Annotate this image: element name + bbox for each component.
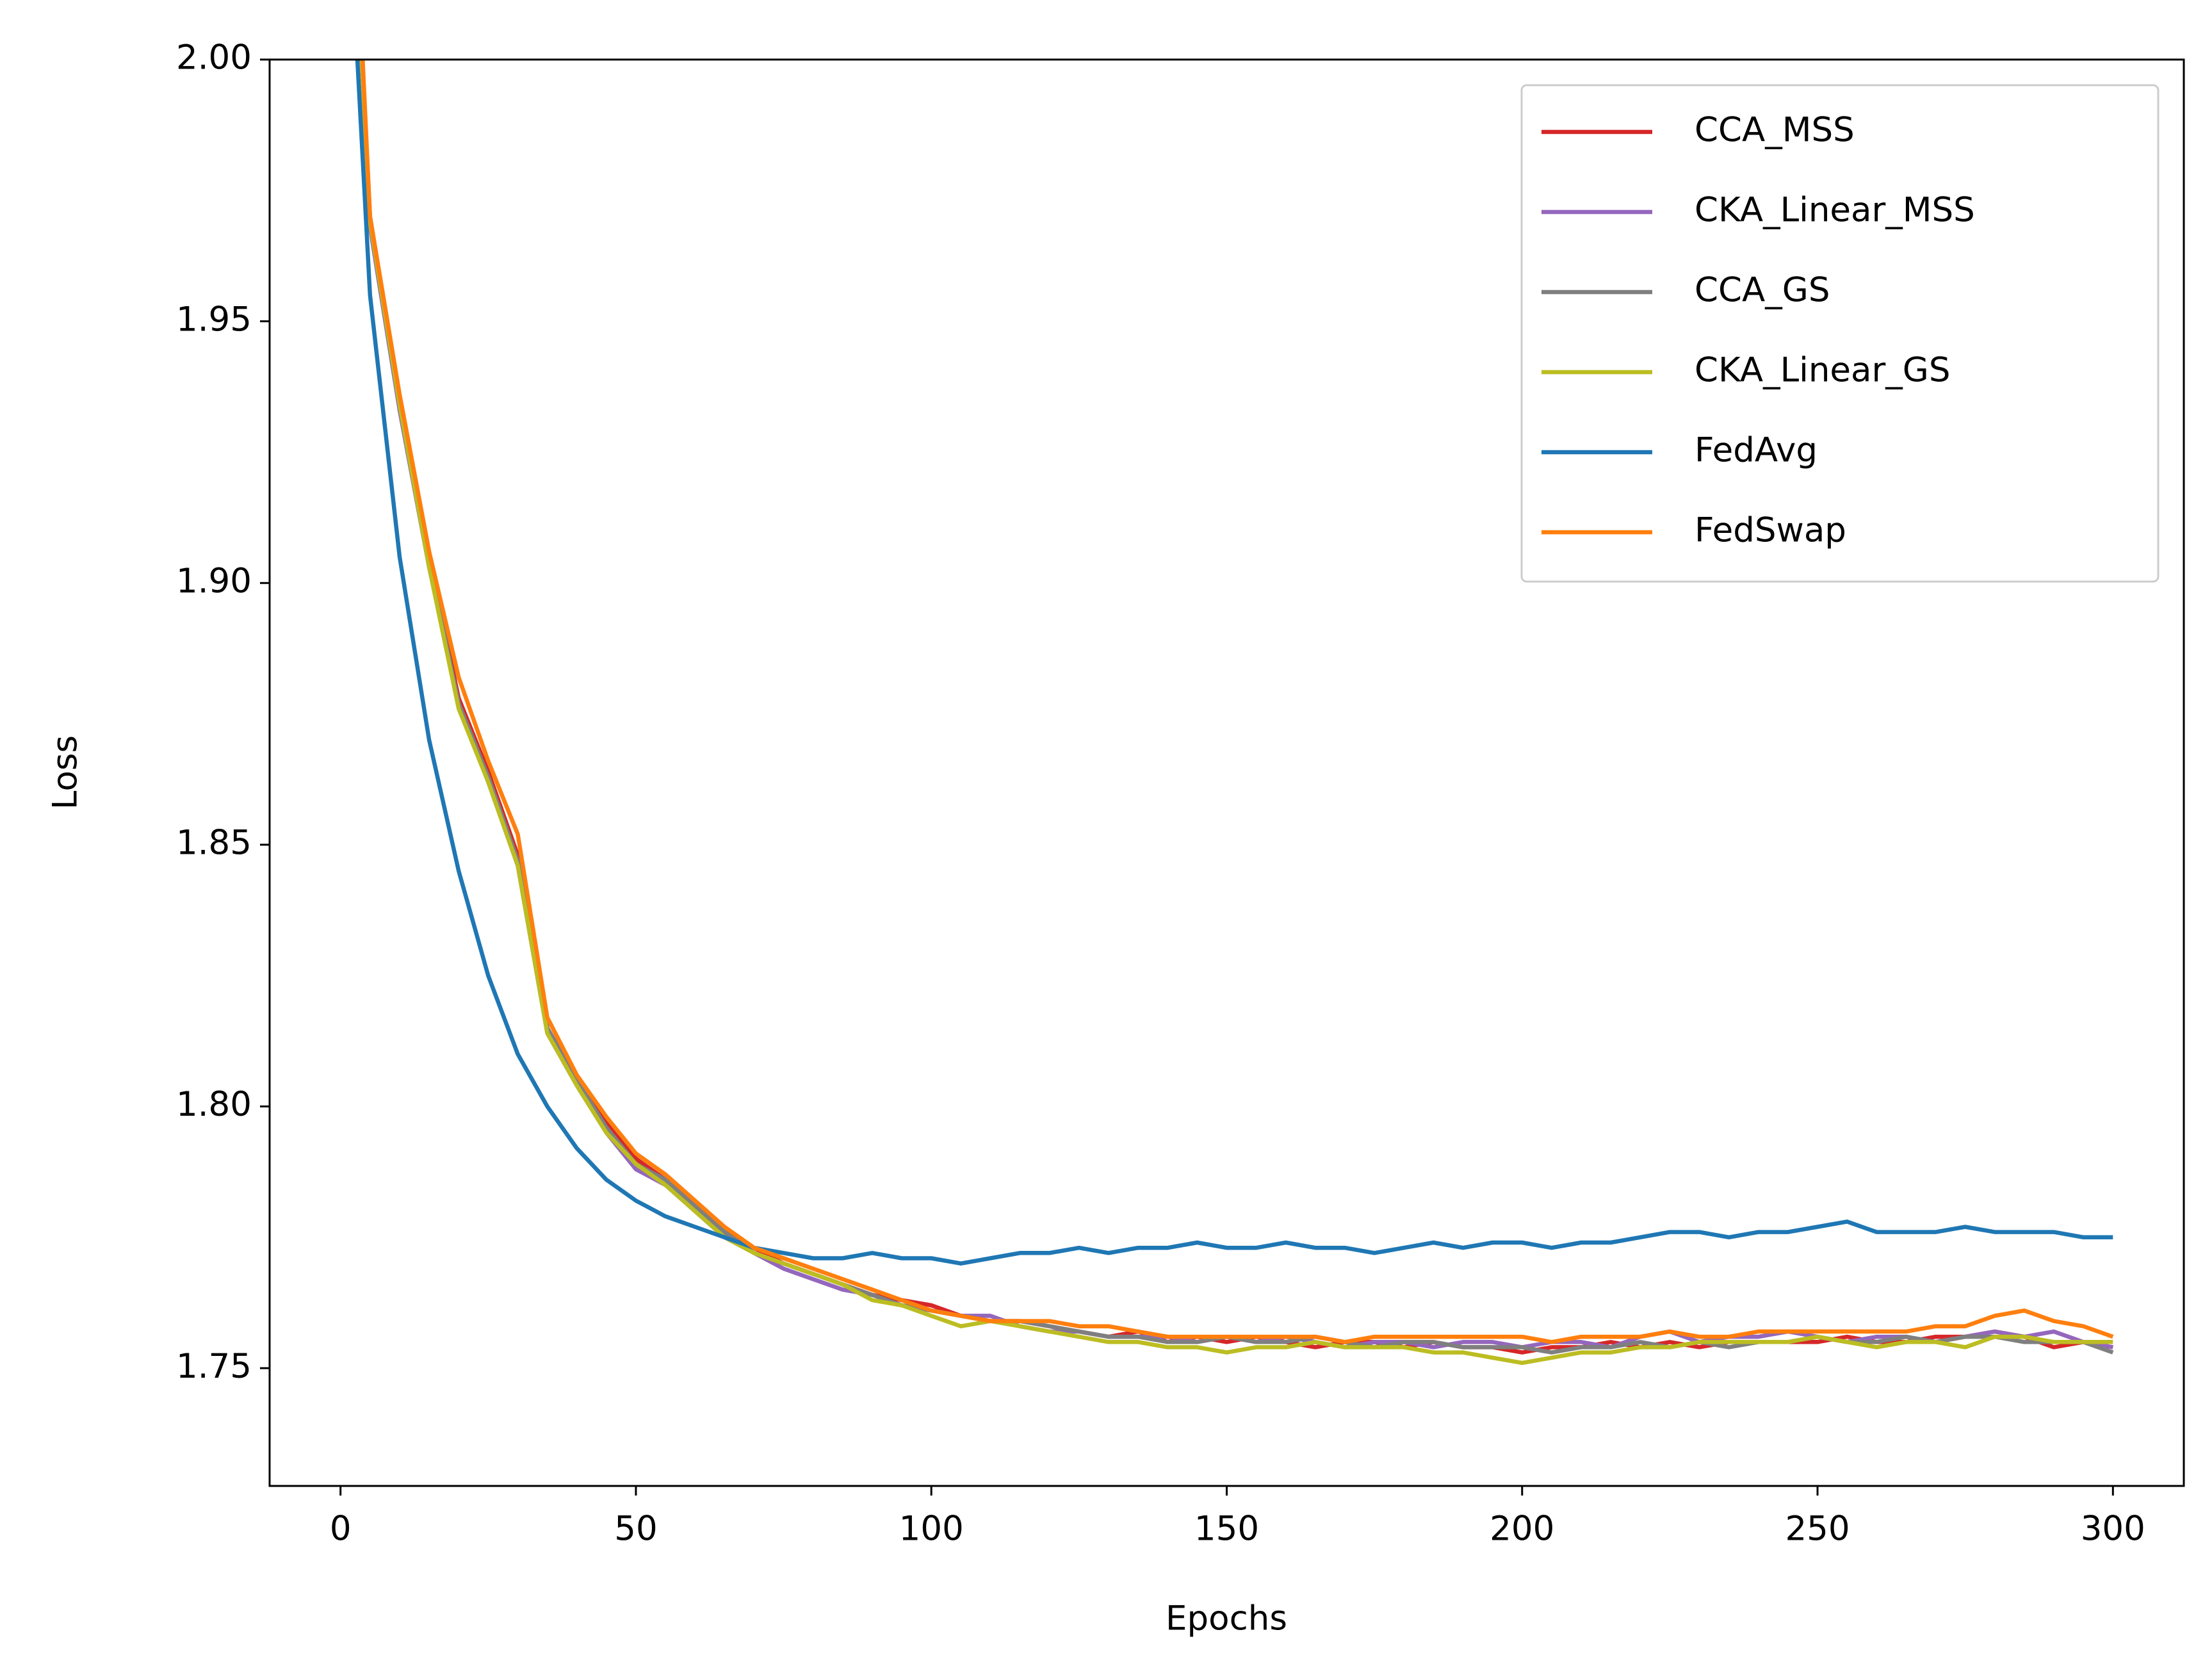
- x-axis-title: Epochs: [1166, 1599, 1287, 1638]
- y-tick-label: 1.90: [176, 562, 252, 601]
- series-line: [359, 60, 2113, 1355]
- y-tick-label: 1.80: [176, 1085, 252, 1124]
- x-tick-label: 200: [1490, 1510, 1554, 1549]
- legend-label: FedAvg: [1695, 431, 1818, 470]
- x-tick-label: 100: [899, 1510, 964, 1549]
- legend-label: CCA_GS: [1695, 271, 1830, 310]
- series-line: [361, 60, 2114, 1344]
- legend-label: CCA_MSS: [1695, 111, 1855, 150]
- legend-label: CKA_Linear_GS: [1695, 351, 1951, 390]
- legend-label: FedSwap: [1695, 511, 1846, 550]
- y-axis-title: Loss: [46, 735, 85, 810]
- x-tick-label: 150: [1194, 1510, 1259, 1549]
- legend-box: [1520, 84, 2159, 583]
- y-tick-label: 2.00: [176, 38, 252, 77]
- y-tick-label: 1.85: [176, 824, 252, 863]
- x-tick-label: 300: [2081, 1510, 2145, 1549]
- y-tick-label: 1.95: [176, 300, 252, 339]
- x-tick-label: 50: [614, 1510, 657, 1549]
- x-tick-label: 0: [330, 1510, 352, 1549]
- x-tick-label: 250: [1785, 1510, 1850, 1549]
- y-tick-label: 1.75: [176, 1347, 252, 1386]
- series-line: [359, 60, 2113, 1366]
- series-line: [355, 60, 2113, 1266]
- plot-area: [355, 60, 2114, 1366]
- legend-label: CKA_Linear_MSS: [1695, 191, 1975, 230]
